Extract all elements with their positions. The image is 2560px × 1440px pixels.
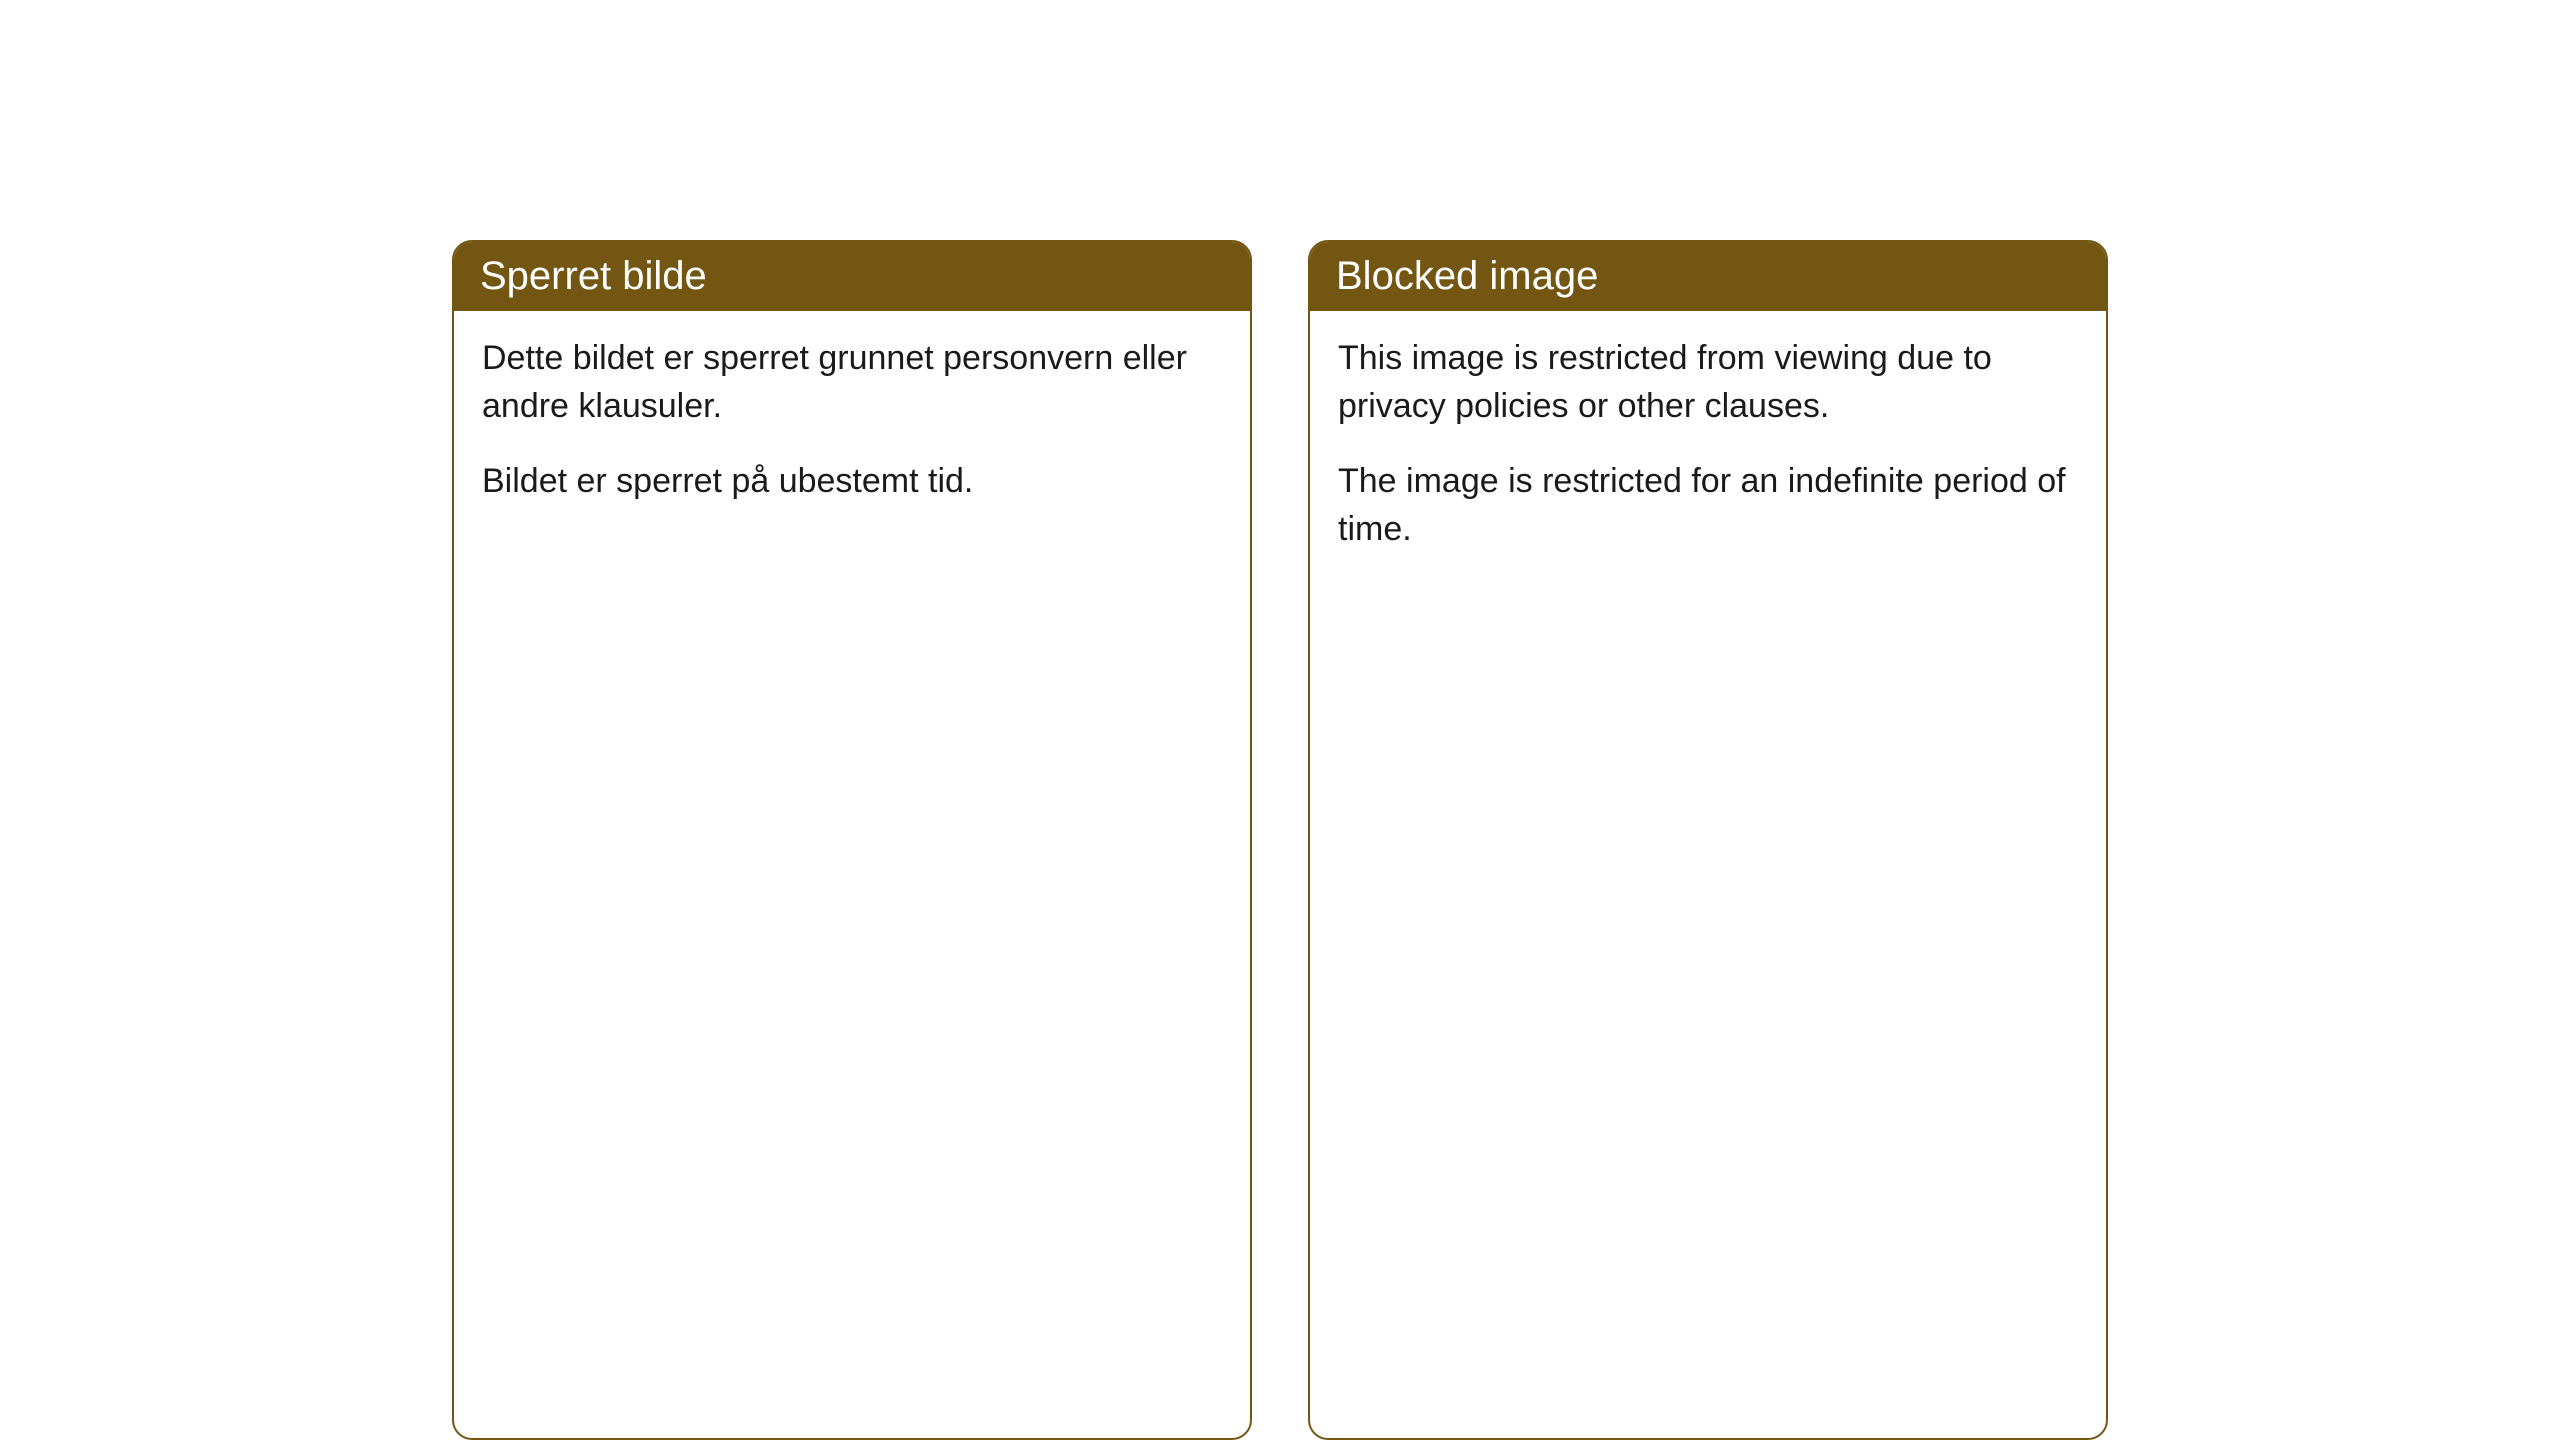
card-paragraph2-english: The image is restricted for an indefinit… <box>1338 458 2078 553</box>
card-body-english: This image is restricted from viewing du… <box>1310 311 2106 589</box>
card-norwegian: Sperret bilde Dette bildet er sperret gr… <box>452 240 1252 1440</box>
card-title-english: Blocked image <box>1336 254 1598 298</box>
card-paragraph1-norwegian: Dette bildet er sperret grunnet personve… <box>482 335 1222 430</box>
card-body-norwegian: Dette bildet er sperret grunnet personve… <box>454 311 1250 542</box>
cards-container: Sperret bilde Dette bildet er sperret gr… <box>452 240 2108 1440</box>
card-title-norwegian: Sperret bilde <box>480 254 707 298</box>
card-paragraph1-english: This image is restricted from viewing du… <box>1338 335 2078 430</box>
card-header-english: Blocked image <box>1310 242 2106 311</box>
card-paragraph2-norwegian: Bildet er sperret på ubestemt tid. <box>482 458 1222 506</box>
card-english: Blocked image This image is restricted f… <box>1308 240 2108 1440</box>
card-header-norwegian: Sperret bilde <box>454 242 1250 311</box>
